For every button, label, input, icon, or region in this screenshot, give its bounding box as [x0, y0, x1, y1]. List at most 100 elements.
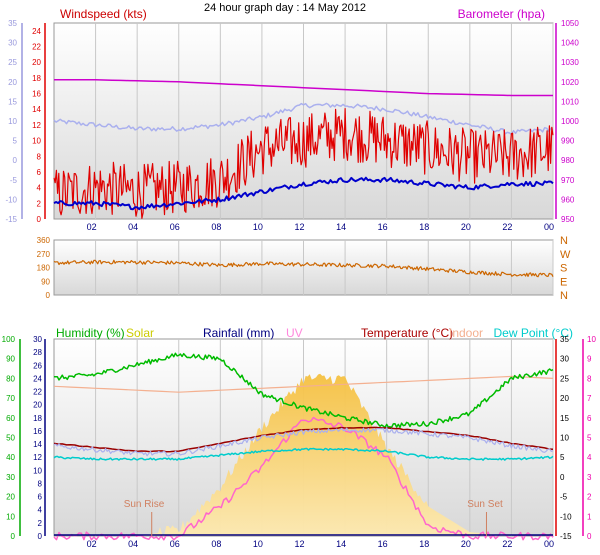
humidity-line — [53, 352, 554, 429]
barometer-tick: 1040 — [561, 39, 579, 48]
rainfall-tick: 26 — [33, 361, 42, 370]
windspeed-tick: 2 — [37, 199, 42, 208]
barometer-line — [54, 79, 553, 97]
rainfall-tick: 16 — [33, 427, 42, 436]
rainfall-tick: 30 — [33, 335, 42, 344]
uv-tick: 3 — [587, 473, 592, 482]
barometer-tick: 980 — [561, 156, 575, 165]
x-tick-label: 18 — [419, 539, 429, 549]
windspeed-tick: 20 — [32, 58, 41, 67]
windspeed-tick: 22 — [32, 43, 41, 52]
uv-tick: 2 — [587, 493, 592, 502]
rainfall-tick: 28 — [33, 348, 42, 357]
far-left-tick: 25 — [8, 58, 17, 67]
rainfall-tick: 6 — [38, 493, 43, 502]
x-tick-label: 02 — [87, 222, 97, 232]
x-tick-label: 18 — [419, 222, 429, 232]
rainfall-tick: 14 — [33, 440, 42, 449]
windspeed-tick: 16 — [32, 90, 41, 99]
far-left-tick: -15 — [5, 215, 17, 224]
humidity-tick: 60 — [6, 414, 15, 423]
rainfall-tick: 24 — [33, 374, 42, 383]
x-tick-label: 06 — [170, 222, 180, 232]
temperature-tick: -10 — [560, 512, 572, 521]
compass-label: N — [560, 235, 568, 247]
far-left-tick: -10 — [5, 195, 17, 204]
wind-direction-tick: 360 — [37, 236, 51, 245]
dewpoint-line — [53, 447, 554, 461]
humidity-tick: 70 — [6, 394, 15, 403]
wind-direction-tick: 180 — [37, 264, 51, 273]
legend-indoor: Indoor — [449, 326, 483, 340]
rainfall-tick: 22 — [33, 388, 42, 397]
x-tick-label: 08 — [211, 222, 221, 232]
rainfall-tick: 0 — [38, 532, 43, 541]
uv-tick: 0 — [587, 532, 592, 541]
x-tick-label: 12 — [294, 222, 304, 232]
legend-solar: Solar — [126, 326, 154, 340]
x-tick-label: 04 — [128, 222, 138, 232]
humidity-tick: 20 — [6, 493, 15, 502]
humidity-tick: 0 — [11, 532, 16, 541]
barometer-tick: 950 — [561, 215, 575, 224]
windspeed-tick: 18 — [32, 74, 41, 83]
far-left-tick: -5 — [10, 176, 18, 185]
legend-humidity: Humidity (%) — [56, 326, 125, 340]
windspeed-tick: 10 — [32, 137, 41, 146]
humidity-tick: 40 — [6, 453, 15, 462]
compass-label: S — [560, 263, 567, 275]
rainfall-tick: 20 — [33, 401, 42, 410]
humidity-tick: 30 — [6, 473, 15, 482]
compass-label: N — [560, 290, 568, 302]
barometer-tick: 1050 — [561, 19, 579, 28]
windspeed-label: Windspeed (kts) — [60, 7, 147, 21]
x-tick-label: 22 — [502, 539, 512, 549]
x-tick-label: 14 — [336, 539, 346, 549]
wind-direction-line — [53, 259, 554, 278]
uv-tick: 10 — [587, 335, 596, 344]
average-wind-line — [53, 176, 554, 211]
legend-temperature: Temperature (°C) — [361, 326, 453, 340]
x-tick-label: 14 — [336, 222, 346, 232]
legend-dewpoint: Dew Point (°C) — [494, 326, 573, 340]
x-tick-label: 12 — [294, 539, 304, 549]
uv-tick: 8 — [587, 374, 592, 383]
x-tick-label: 16 — [378, 539, 388, 549]
wind-direction-tick: 270 — [37, 250, 51, 259]
temperature-line — [53, 426, 554, 453]
x-tick-label: 00 — [544, 222, 554, 232]
x-tick-label: 04 — [128, 539, 138, 549]
wind-direction-tick: 0 — [46, 291, 51, 300]
far-left-tick: 35 — [8, 19, 17, 28]
barometer-label: Barometer (hpa) — [458, 7, 545, 21]
humidity-tick: 10 — [6, 512, 15, 521]
barometer-tick: 970 — [561, 176, 575, 185]
legend-uv: UV — [286, 326, 303, 340]
graph-title: 24 hour graph day : 14 May 2012 — [204, 2, 366, 14]
windspeed-tick: 0 — [37, 215, 42, 224]
uv-tick: 1 — [587, 512, 592, 521]
x-tick-label: 20 — [461, 222, 471, 232]
barometer-tick: 1010 — [561, 97, 579, 106]
x-tick-label: 20 — [461, 539, 471, 549]
far-left-tick: 30 — [8, 39, 17, 48]
x-tick-label: 00 — [544, 539, 554, 549]
far-left-tick: 5 — [13, 137, 18, 146]
temperature-tick: 30 — [560, 355, 569, 364]
barometer-tick: 1030 — [561, 58, 579, 67]
uv-tick: 6 — [587, 414, 592, 423]
far-left-tick: 0 — [13, 156, 18, 165]
humidity-tick: 90 — [6, 355, 15, 364]
windspeed-tick: 24 — [32, 27, 41, 36]
windspeed-tick: 12 — [32, 121, 41, 130]
far-left-tick: 10 — [8, 117, 17, 126]
humidity-tick: 100 — [2, 335, 16, 344]
temperature-tick: 25 — [560, 374, 569, 383]
solar-area — [54, 373, 553, 536]
temperature-tick: 15 — [560, 414, 569, 423]
compass-label: E — [560, 276, 567, 288]
uv-tick: 9 — [587, 355, 592, 364]
temperature-tick: 5 — [560, 453, 565, 462]
x-tick-label: 02 — [87, 539, 97, 549]
barometer-tick: 990 — [561, 137, 575, 146]
